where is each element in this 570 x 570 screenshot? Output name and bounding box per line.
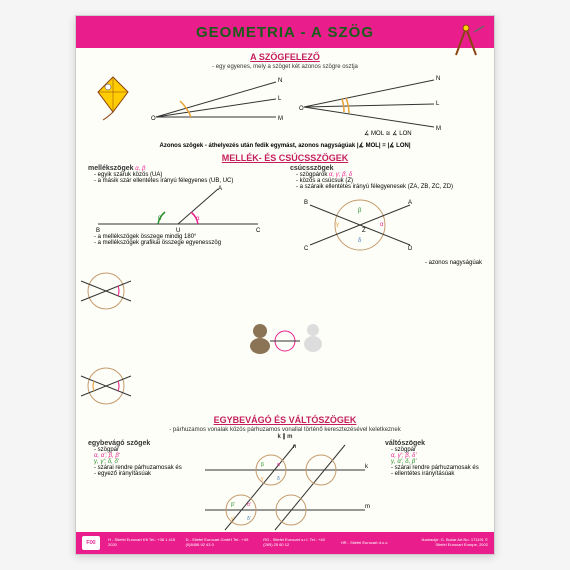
s2r-note: - azonos nagyságúak	[296, 260, 482, 266]
svg-text:δ: δ	[277, 476, 280, 482]
kite-illustration	[88, 72, 138, 122]
cartoon-characters	[235, 316, 335, 356]
poster-title: GEOMETRIA - A SZÖG	[196, 24, 374, 41]
svg-text:L: L	[436, 101, 440, 107]
svg-text:M: M	[278, 116, 283, 122]
mellekszogek-heading: mellékszögek	[88, 165, 134, 172]
svg-text:γ': γ'	[231, 516, 235, 522]
svg-text:α': α'	[247, 502, 251, 508]
section1-row: O N M L O N M L ∡ MOL ≅ ∡ LON	[76, 70, 494, 139]
svg-text:A: A	[408, 200, 412, 206]
svg-text:C: C	[304, 246, 309, 252]
svg-text:α: α	[380, 222, 384, 228]
svg-text:B: B	[304, 200, 308, 206]
svg-text:δ': δ'	[247, 516, 251, 522]
svg-text:∡ MOL ≅ ∡ LON: ∡ MOL ≅ ∡ LON	[364, 131, 412, 137]
compass-icon	[446, 20, 486, 60]
svg-text:γ: γ	[261, 476, 264, 482]
bisector-diagram-2: O N M L ∡ MOL ≅ ∡ LON	[294, 72, 444, 137]
svg-text:C: C	[256, 228, 261, 234]
svg-text:m: m	[365, 504, 370, 510]
valtoszogek-heading: váltószögek	[385, 440, 425, 447]
svg-text:n: n	[293, 444, 296, 450]
supplementary-diagram: B U C A α β	[88, 184, 268, 234]
svg-text:O: O	[151, 116, 156, 122]
s2r-b3: - a száraik ellentétes irányú félegyenes…	[296, 184, 482, 190]
poster-header: GEOMETRIA - A SZÖG	[76, 16, 494, 48]
section1-title: A SZÖGFELEZŐ	[76, 52, 494, 62]
svg-text:A: A	[218, 186, 222, 192]
s2l-n2: - a mellékszögek grafikai összege egyene…	[94, 240, 280, 246]
svg-text:β': β'	[231, 502, 235, 508]
egybevago-heading: egybevágó szögek	[88, 440, 150, 447]
svg-text:α: α	[196, 216, 200, 222]
svg-text:β: β	[261, 462, 264, 468]
svg-text:γ: γ	[336, 222, 339, 228]
section2-left: mellékszögek α, β - egyik száruk közös (…	[88, 165, 280, 266]
svg-text:β: β	[358, 208, 362, 214]
svg-text:D: D	[408, 246, 413, 252]
section3-right: váltószögek - szögpár α, γ'; β, δ' γ, α'…	[385, 440, 482, 535]
footer-right: Ilustracije: G. Bučar Art.No. 171191 © S…	[418, 538, 488, 548]
footer-col3: RO - Stiefel Eurocart s.r.l. Tel.: +40 (…	[263, 538, 333, 548]
section1-bold: Azonos szögek - áthelyezés után fedik eg…	[76, 142, 494, 149]
svg-text:Z: Z	[362, 228, 366, 234]
csucsszogek-heading: csúcsszögek	[290, 165, 334, 172]
footer-col1: H - Stiefel Eurocart Kft Tel.: +36 1 415…	[108, 538, 178, 548]
svg-text:k: k	[365, 464, 369, 470]
svg-text:N: N	[278, 78, 282, 84]
cartoon-row	[76, 266, 494, 411]
section2-cols: mellékszögek α, β - egyik száruk közös (…	[76, 165, 494, 266]
geometry-poster: GEOMETRIA - A SZÖG A SZÖGFELEZŐ - egy eg…	[75, 15, 495, 555]
section3-title: EGYBEVÁGÓ ÉS VÁLTÓSZÖGEK	[76, 415, 494, 425]
svg-text:α: α	[277, 462, 280, 468]
poster-footer: FIXI H - Stiefel Eurocart Kft Tel.: +36 …	[76, 532, 494, 554]
section3-left: egybevágó szögek - szögpár α, α'; β, β' …	[88, 440, 185, 535]
bisector-diagram-1: O N M L	[146, 72, 286, 127]
section2-right: csúcsszögek - szögpárok α, γ; β, δ - köz…	[290, 165, 482, 266]
svg-text:O: O	[299, 106, 304, 112]
angle-circle-left	[76, 266, 136, 316]
fixi-logo: FIXI	[82, 536, 100, 550]
svg-text:δ: δ	[358, 238, 362, 244]
s3l-b3: - egyező irányításúak	[94, 471, 185, 477]
parallel-lines-diagram: k m n α β γ δ α' β' γ' δ'	[195, 440, 375, 535]
section2-title: MELLÉK- ÉS CSÚCSSZÖGEK	[76, 153, 494, 163]
s3r-b3: - ellentétes irányításúak	[391, 471, 482, 477]
vertical-angles-diagram: A B C D Z α β γ δ	[290, 190, 430, 260]
footer-col2: D - Stiefel Eurocart GmbH Tel.: +49 (0)8…	[186, 538, 256, 548]
svg-text:L: L	[278, 96, 282, 102]
footer-col4: HR - Stiefel Eurocart d.o.o	[341, 541, 411, 546]
angle-circle-right	[76, 361, 136, 411]
svg-text:M: M	[436, 126, 441, 132]
section3-condition: k ∥ m	[76, 433, 494, 440]
svg-text:N: N	[436, 76, 440, 82]
section3-cols: egybevágó szögek - szögpár α, α'; β, β' …	[76, 440, 494, 535]
svg-text:β: β	[158, 216, 162, 222]
